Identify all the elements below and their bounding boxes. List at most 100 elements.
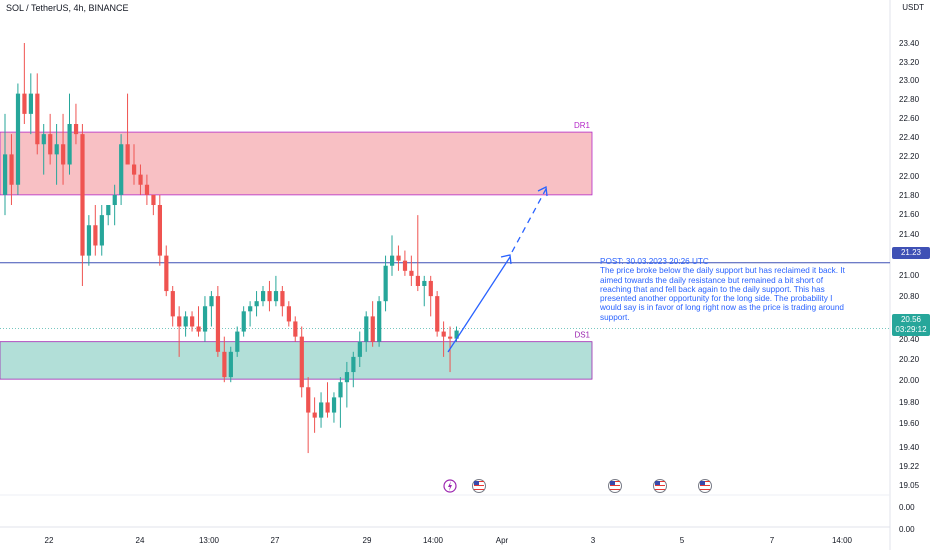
time-tick-label: 14:00 (423, 536, 444, 545)
candle (241, 306, 246, 337)
candle (422, 275, 427, 307)
last-price-tag[interactable]: 20.56 03:29:12 (892, 314, 930, 336)
candle-body (351, 356, 356, 373)
candle (273, 275, 279, 307)
idea-note: POST: 30.03.2023 20:26 UTC The price bro… (600, 257, 845, 322)
price-tick-label: 21.60 (899, 210, 920, 219)
price-tick-label: 22.60 (899, 114, 920, 123)
candle (254, 291, 259, 317)
arrow-head-solid (500, 254, 512, 265)
candle-body (222, 351, 227, 378)
resistance-zone[interactable] (0, 131, 593, 196)
candle-body (190, 316, 195, 327)
price-tick-label: 0.00 (899, 503, 915, 512)
candle-body (80, 134, 85, 256)
time-tick-label: 7 (770, 536, 775, 545)
candle (35, 73, 40, 155)
candle-body (280, 291, 285, 307)
time-tick-label: 24 (136, 536, 145, 545)
candle-body (441, 331, 446, 337)
candle (409, 255, 414, 286)
candle-body (241, 311, 246, 332)
price-tick-label: 19.22 (899, 462, 920, 471)
candle-body (61, 144, 66, 165)
candle-body (119, 144, 124, 195)
candle (202, 296, 208, 342)
candle-body (312, 412, 317, 418)
time-tick-label: 27 (271, 536, 280, 545)
candle (99, 205, 104, 256)
candle-body (215, 296, 221, 352)
candle-body (435, 296, 440, 332)
candle (28, 73, 33, 135)
price-tick-label: 20.80 (899, 292, 920, 301)
time-axis[interactable]: 22 24 13:00 27 29 14:00 Apr 3 5 7 14:00 (45, 536, 853, 545)
candle-body (106, 205, 111, 216)
event-markers[interactable] (443, 479, 712, 493)
candle-body (93, 225, 98, 246)
candle-body (370, 316, 375, 342)
price-tick-label: 19.80 (899, 398, 920, 407)
us-flag-icon[interactable] (608, 479, 622, 493)
price-axis[interactable]: 23.40 23.20 23.00 22.80 22.60 22.40 22.20 22.00… (899, 39, 920, 534)
price-tick-label: 22.40 (899, 133, 920, 142)
candle-body (261, 291, 266, 302)
candle (286, 301, 291, 327)
candle (331, 392, 337, 423)
candle-body (338, 382, 343, 398)
candle-body (41, 134, 46, 145)
us-flag-icon[interactable] (472, 479, 486, 493)
candle-body (454, 330, 459, 339)
price-tick-label: 21.00 (899, 271, 920, 280)
candle (164, 245, 169, 297)
last-price-value: 20.56 (900, 315, 922, 324)
candle (80, 124, 85, 286)
candle-body (157, 205, 162, 256)
candle (93, 205, 98, 256)
candle-body (132, 164, 137, 175)
candle-body (422, 280, 427, 286)
price-tick-label: 20.00 (899, 376, 920, 385)
candle (235, 326, 240, 357)
candle (86, 215, 92, 266)
candle-body (428, 280, 433, 297)
candle-body (112, 194, 117, 205)
candle-body (9, 154, 14, 185)
note-body: The price broke below the daily support … (600, 266, 845, 322)
candle (22, 43, 27, 124)
candle (377, 296, 382, 347)
candle-body (3, 154, 8, 195)
projection-arrow[interactable] (447, 186, 548, 353)
candle-body (344, 372, 350, 383)
support-zone[interactable] (0, 341, 593, 380)
candle (119, 134, 124, 205)
candle-body (67, 124, 72, 165)
candle (177, 306, 182, 357)
candle (351, 351, 356, 388)
chart-title: SOL / TetherUS, 4h, BINANCE (6, 3, 129, 13)
candle (319, 392, 324, 428)
candle (41, 124, 46, 175)
candle (312, 397, 317, 433)
candle (338, 377, 343, 428)
candle (299, 326, 304, 398)
candle (215, 286, 221, 357)
currency-label: USDT (902, 3, 924, 12)
candle (435, 291, 440, 337)
us-flag-icon[interactable] (653, 479, 667, 493)
level-price-value: 21.23 (900, 248, 922, 257)
price-tick-label: 23.20 (899, 58, 920, 67)
lightning-icon[interactable] (443, 479, 457, 493)
level-price-tag[interactable]: 21.23 (892, 247, 930, 259)
candle (67, 93, 72, 175)
candle (280, 286, 285, 317)
support-zone-label: DS1 (574, 331, 590, 340)
candle (48, 113, 53, 165)
us-flag-icon[interactable] (698, 479, 712, 493)
candle (228, 346, 233, 383)
candle (267, 280, 272, 312)
candle-body (396, 255, 401, 261)
price-tick-label: 22.80 (899, 95, 920, 104)
candle-body (286, 306, 291, 322)
